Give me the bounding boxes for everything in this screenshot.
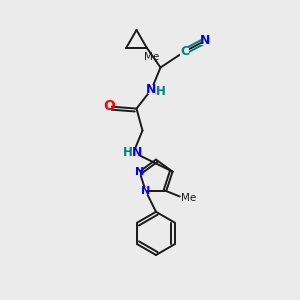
Text: N: N: [146, 83, 157, 96]
FancyBboxPatch shape: [139, 187, 147, 195]
Text: Me: Me: [145, 52, 160, 62]
Text: O: O: [103, 100, 116, 113]
Text: C: C: [180, 45, 189, 58]
FancyBboxPatch shape: [102, 102, 111, 111]
Text: N: N: [141, 186, 150, 196]
Text: H: H: [156, 85, 166, 98]
FancyBboxPatch shape: [123, 148, 139, 157]
Text: H: H: [123, 146, 132, 159]
Text: N: N: [132, 146, 142, 159]
FancyBboxPatch shape: [180, 47, 189, 56]
FancyBboxPatch shape: [132, 168, 140, 176]
Text: Me: Me: [181, 193, 196, 203]
Text: N: N: [135, 167, 144, 177]
FancyBboxPatch shape: [201, 36, 210, 45]
Text: N: N: [200, 34, 211, 47]
FancyBboxPatch shape: [148, 85, 163, 94]
